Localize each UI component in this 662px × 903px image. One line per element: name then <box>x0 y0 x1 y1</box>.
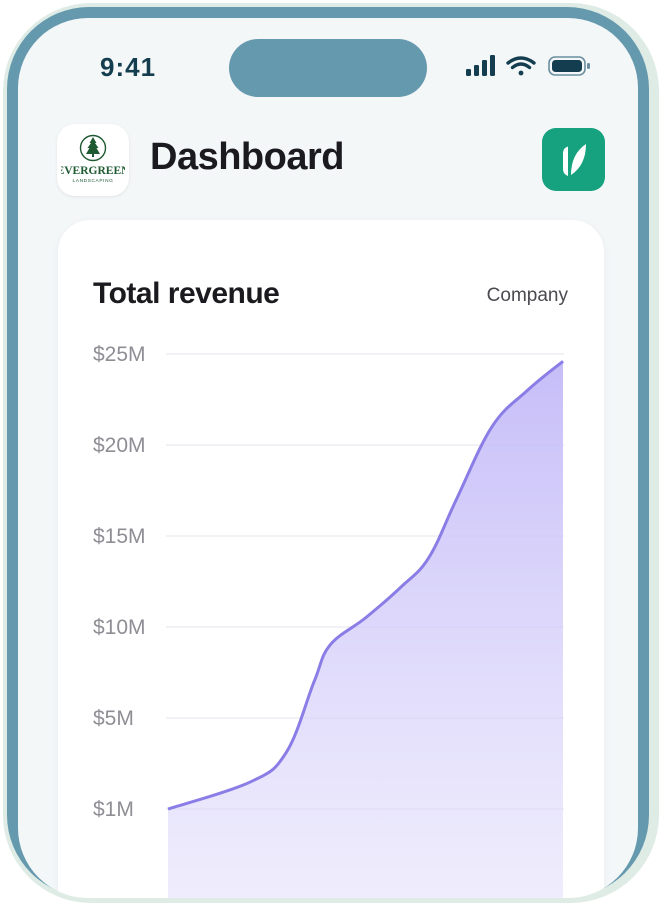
signal-icon <box>466 55 495 76</box>
status-time: 9:41 <box>100 52 157 82</box>
logo-name: EVERGREEN <box>61 165 125 177</box>
revenue-chart: $25M $20M $15M $10M $5M $1M <box>93 343 564 898</box>
wifi-icon <box>506 56 536 76</box>
company-filter[interactable]: Company <box>486 285 568 306</box>
revenue-card: Total revenue Company $25M $20M $15M $10M $5… <box>58 220 604 898</box>
revenue-line <box>167 360 564 811</box>
card-title: Total revenue <box>93 277 280 310</box>
evergreen-logo-icon: EVERGREEN LANDSCAPING <box>61 134 125 184</box>
y-tick-label: $20M <box>93 434 146 457</box>
y-tick-label: $1M <box>93 798 134 821</box>
y-tick-label: $5M <box>93 707 134 730</box>
revenue-area <box>168 361 563 898</box>
leaf-icon <box>562 143 586 176</box>
battery-icon <box>548 56 590 76</box>
phone-screen: 9:41 EVERGREEN LANDSCAPING Dashboard <box>18 18 638 898</box>
page-title: Dashboard <box>150 136 344 178</box>
company-logo[interactable]: EVERGREEN LANDSCAPING <box>57 124 129 196</box>
y-tick-label: $15M <box>93 525 146 548</box>
y-tick-label: $10M <box>93 616 146 639</box>
status-icons <box>466 55 590 76</box>
dynamic-island <box>229 39 427 97</box>
y-tick-label: $25M <box>93 343 146 366</box>
logo-tagline: LANDSCAPING <box>73 178 114 184</box>
brand-app-button[interactable] <box>542 128 605 191</box>
